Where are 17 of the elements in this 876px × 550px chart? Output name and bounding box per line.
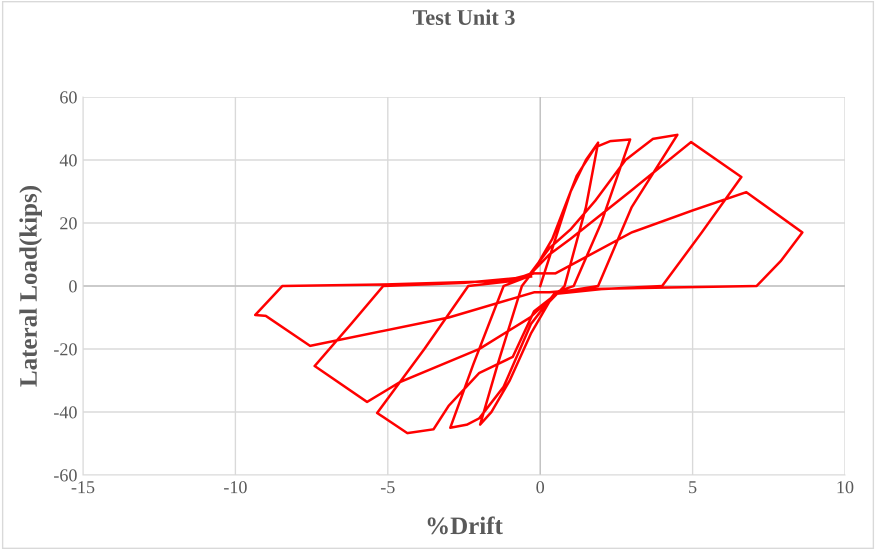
line-series <box>254 134 804 434</box>
y-tick-label: -20 <box>54 343 77 356</box>
y-tick-label: 60 <box>60 91 77 104</box>
chart-title: Test Unit 3 <box>412 9 515 25</box>
y-tick-label: 20 <box>60 217 77 230</box>
x-tick-label: 10 <box>838 481 854 494</box>
y-tick-label: 0 <box>69 280 77 292</box>
x-tick-label: -5 <box>380 481 395 494</box>
y-tick-label: -60 <box>54 469 77 482</box>
x-tick-label: -15 <box>72 481 94 494</box>
y-tick-label: 40 <box>60 154 77 166</box>
x-tick-label: -10 <box>224 481 247 494</box>
x-axis-title: %Drift <box>428 516 503 534</box>
x-tick-label: 0 <box>536 481 544 494</box>
y-tick-label: -40 <box>54 406 77 418</box>
x-tick-label: 5 <box>689 481 696 494</box>
y-axis-title: Lateral Load(kips) <box>19 186 42 387</box>
